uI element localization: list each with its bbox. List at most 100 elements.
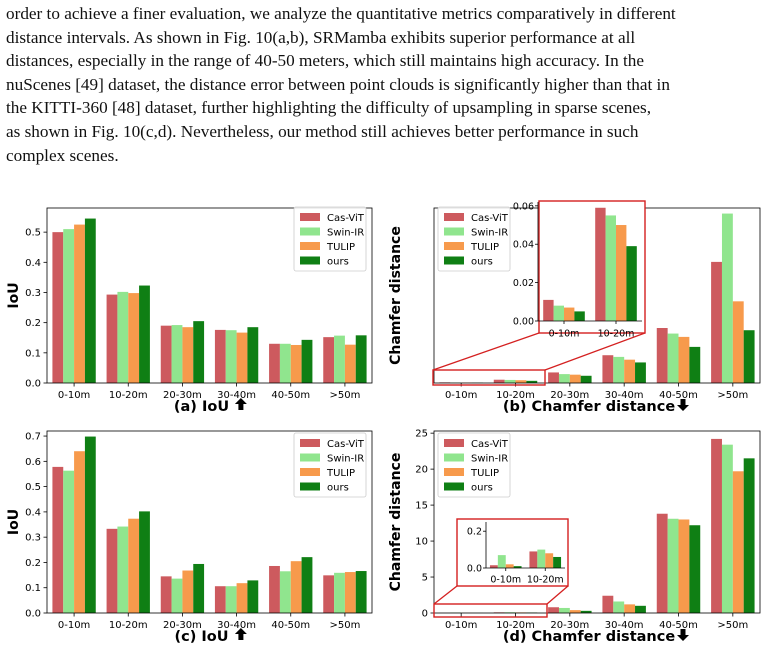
inset-b-bar bbox=[553, 305, 564, 321]
legend-label: ours bbox=[327, 257, 349, 268]
chart-c-bar bbox=[323, 575, 335, 613]
inset-x-tick-label: 10-20m bbox=[598, 329, 635, 340]
legend-swatch bbox=[444, 242, 464, 250]
x-tick-label: 30-40m bbox=[605, 390, 644, 401]
chart-c-bar bbox=[355, 571, 367, 613]
inset-d-bar bbox=[529, 551, 538, 568]
chart-d: 0 5 10 15 20 25 0-10m 10-20m 20-30m 30-40m 40-50m >… bbox=[388, 429, 761, 645]
inset-d: 0.0 0.2 0-10m 10-20m bbox=[456, 518, 569, 587]
chart-c-bar bbox=[269, 565, 280, 613]
legend-swatch bbox=[444, 468, 464, 476]
inset-b-bar bbox=[626, 246, 637, 321]
x-tick-label: 0-10m bbox=[445, 620, 477, 631]
legend-label: TULIP bbox=[470, 468, 499, 479]
legend-swatch bbox=[444, 227, 464, 236]
chart-a-bar bbox=[160, 325, 172, 383]
legend-swatch bbox=[444, 256, 464, 265]
legend-box bbox=[437, 432, 511, 498]
paragraph-line-3: distances, especially in the range of 40… bbox=[6, 51, 644, 71]
paragraph-line-5: the KITTI-360 [48] dataset, further high… bbox=[6, 98, 652, 118]
chart-a-bar bbox=[323, 337, 335, 383]
x-tick-label: 0-10m bbox=[58, 390, 90, 401]
legend-label: TULIP bbox=[326, 468, 355, 479]
legend-label: ours bbox=[471, 483, 493, 494]
chart-a-bar bbox=[279, 343, 291, 383]
chart-a-bar bbox=[84, 218, 96, 383]
legend-label: Cas-ViT bbox=[327, 213, 365, 224]
chart-b-bar bbox=[602, 355, 614, 383]
chart-c-bar bbox=[279, 571, 291, 613]
legend-box bbox=[293, 206, 367, 272]
chart-b-bar bbox=[689, 346, 701, 383]
arrow-up-icon bbox=[234, 398, 247, 410]
chart-a: 0.0 0.1 0.2 0.3 0.4 0.5 0-10m 10-20m 20-30m 30-40… bbox=[6, 206, 373, 415]
plot-frame bbox=[46, 430, 373, 614]
x-tick-label: 40-50m bbox=[271, 620, 310, 631]
x-tick-label: 30-40m bbox=[217, 390, 256, 401]
legend-label: ours bbox=[327, 483, 349, 494]
chart-b-bar bbox=[558, 374, 570, 383]
legend-swatch bbox=[300, 482, 320, 491]
inset-d-bar bbox=[505, 564, 514, 568]
zoom-connector bbox=[546, 585, 569, 605]
x-tick-label: 40-50m bbox=[659, 390, 698, 401]
paragraph-line-7: complex scenes. bbox=[6, 145, 119, 165]
chart-b-bar bbox=[711, 261, 722, 383]
x-tick-label: 20-30m bbox=[550, 390, 589, 401]
y-tick-label: 10 bbox=[415, 537, 428, 548]
x-tick-label: 20-30m bbox=[163, 390, 202, 401]
legend-swatch bbox=[300, 468, 320, 476]
legend-label: Cas-ViT bbox=[471, 213, 509, 224]
inset-b-bar bbox=[574, 311, 585, 321]
inset-d-bar bbox=[545, 553, 554, 568]
legend: Cas-ViT Swin-IR TULIP ours bbox=[437, 432, 511, 498]
chart-c-bar bbox=[247, 580, 259, 613]
chart-a-bar bbox=[334, 335, 345, 383]
paragraph: order to achieve a finer evaluation, we … bbox=[6, 2, 764, 167]
chart-caption: (c) IoU bbox=[174, 629, 228, 645]
chart-d-bar bbox=[678, 519, 690, 613]
y-tick-label: 0.2 bbox=[25, 558, 41, 569]
legend-label: Swin-IR bbox=[327, 228, 364, 239]
y-tick-label: 0.6 bbox=[25, 457, 41, 468]
legend-swatch bbox=[300, 453, 320, 462]
x-tick-label: 10-20m bbox=[496, 390, 535, 401]
chart-a-bar bbox=[74, 224, 85, 383]
y-axis-label: IoU bbox=[6, 282, 22, 308]
chart-a-bar bbox=[214, 329, 226, 383]
y-tick-label: 0.4 bbox=[25, 258, 41, 269]
chart-c-bar bbox=[182, 570, 194, 613]
chart-a-bar bbox=[301, 339, 313, 383]
chart-a-bar bbox=[355, 335, 367, 383]
chart-c-bar bbox=[334, 572, 345, 613]
chart-b-bar bbox=[743, 330, 755, 383]
y-tick-label: 0.3 bbox=[25, 533, 41, 544]
chart-b-bar bbox=[613, 356, 625, 383]
chart-b-bar bbox=[515, 380, 527, 383]
inset-d-bar bbox=[513, 566, 522, 568]
y-tick-label: 0.4 bbox=[25, 507, 41, 518]
chart-b-bar bbox=[526, 380, 538, 383]
chart-a-bar bbox=[63, 229, 75, 383]
chart-c-bar bbox=[193, 563, 205, 613]
x-tick-label: >50m bbox=[329, 390, 360, 401]
legend-label: TULIP bbox=[470, 242, 499, 253]
inset-d-bar bbox=[497, 555, 506, 568]
arrow-down-icon bbox=[677, 629, 689, 641]
chart-b-bar bbox=[678, 336, 690, 383]
legend-label: Swin-IR bbox=[471, 454, 508, 465]
legend-swatch bbox=[444, 213, 464, 221]
inset-y-tick-label: 0.06 bbox=[513, 201, 534, 212]
y-axis-label: Chamfer distance bbox=[388, 226, 404, 365]
chart-d-bar bbox=[580, 610, 592, 613]
legend: Cas-ViT Swin-IR TULIP ours bbox=[437, 206, 511, 272]
chart-d-bar bbox=[711, 438, 722, 613]
zoom-region bbox=[433, 603, 548, 618]
legend-label: TULIP bbox=[326, 242, 355, 253]
inset-d-bar bbox=[537, 549, 546, 568]
chart-a-bar bbox=[182, 327, 194, 383]
y-tick-label: 0.1 bbox=[25, 348, 41, 359]
y-tick-label: 0.5 bbox=[25, 228, 41, 239]
x-tick-label: 10-20m bbox=[109, 390, 148, 401]
